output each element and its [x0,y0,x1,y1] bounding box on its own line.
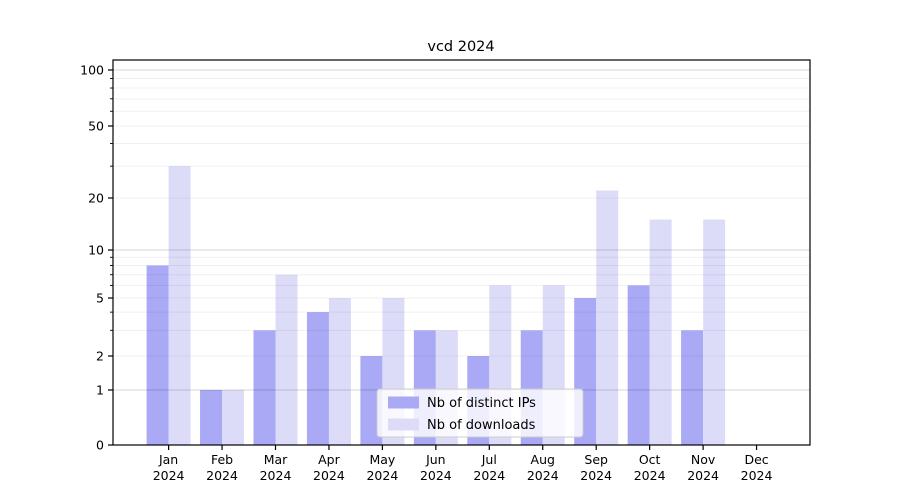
x-tick-label-year-may: 2024 [366,468,398,483]
bar-apr-distinct-ips [306,312,329,445]
bar-nov-downloads [703,219,726,445]
gridlines-layer [113,69,810,391]
bar-jan-downloads [168,166,191,445]
y-tick-label-100: 100 [80,62,104,77]
legend-swatch-downloads [388,418,419,431]
bar-nov-distinct-ips [681,330,704,445]
x-tick-label-month-nov: Nov [691,452,716,467]
x-tick-label-month-aug: Aug [531,452,555,467]
bar-feb-downloads [222,390,245,445]
y-tick-label-0: 0 [96,437,104,452]
bar-feb-distinct-ips [200,390,223,445]
x-tick-label-year-jul: 2024 [473,468,505,483]
y-tick-label-1: 1 [96,382,104,397]
x-tick-label-year-feb: 2024 [206,468,238,483]
x-tick-label-year-nov: 2024 [687,468,719,483]
bar-apr-downloads [328,298,351,445]
x-tick-label-year-dec: 2024 [741,468,773,483]
legend-box [376,388,584,438]
bar-jan-distinct-ips [146,265,169,445]
y-tick-label-50: 50 [88,118,104,133]
y-tick-label-5: 5 [96,290,104,305]
x-tick-label-month-sep: Sep [584,452,608,467]
x-tick-label-month-feb: Feb [211,452,233,467]
bar-oct-distinct-ips [627,285,650,445]
bar-mar-distinct-ips [253,330,276,445]
legend-label-downloads: Nb of downloads [427,418,536,433]
bar-sep-downloads [596,190,619,445]
x-tick-label-year-sep: 2024 [580,468,612,483]
legend-label-distinct-ips: Nb of distinct IPs [427,396,536,411]
axes-layer [112,59,811,446]
ticks-layer: 0125102050100Jan2024Feb2024Mar2024Apr202… [80,62,772,483]
x-tick-label-year-apr: 2024 [313,468,345,483]
bar-mar-downloads [275,274,298,445]
x-tick-label-month-mar: Mar [264,452,288,467]
x-tick-label-month-dec: Dec [744,452,768,467]
x-tick-label-month-jun: Jun [425,452,446,467]
x-tick-label-month-oct: Oct [639,452,661,467]
legend-swatch-distinct-ips [388,396,419,409]
legend: Nb of distinct IPs Nb of downloads [376,388,584,438]
x-tick-label-year-aug: 2024 [527,468,559,483]
x-tick-label-year-jun: 2024 [420,468,452,483]
x-tick-label-year-jan: 2024 [153,468,185,483]
y-tick-label-2: 2 [96,348,104,363]
bar-oct-downloads [649,219,672,445]
x-tick-label-month-apr: Apr [318,452,340,467]
x-tick-label-month-jan: Jan [158,452,178,467]
x-tick-label-year-mar: 2024 [260,468,292,483]
x-tick-label-month-jul: Jul [481,452,497,467]
x-tick-label-year-oct: 2024 [634,468,666,483]
y-tick-label-10: 10 [88,242,104,257]
plot-border [112,59,811,446]
y-tick-label-20: 20 [88,190,104,205]
x-tick-label-month-may: May [369,452,395,467]
chart-title: vcd 2024 [427,39,494,55]
